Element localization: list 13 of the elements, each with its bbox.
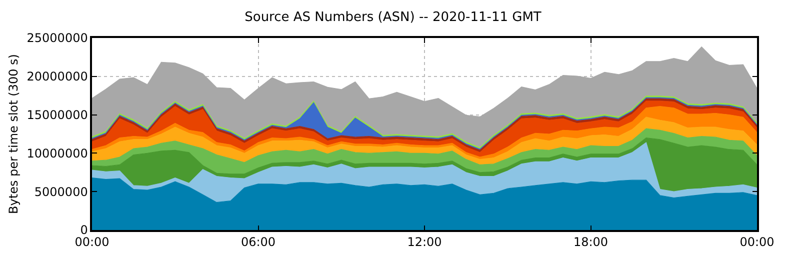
y-tick-label: 20000000 xyxy=(26,70,88,84)
y-tick-label: 10000000 xyxy=(26,146,88,160)
y-tick-label: 15000000 xyxy=(26,108,88,122)
y-tick-label: 0 xyxy=(80,223,88,238)
y-tick-label: 5000000 xyxy=(34,184,88,199)
x-tick-label: 06:00 xyxy=(240,235,276,250)
y-axis-title: Bytes per time slot (300 s) xyxy=(6,54,21,214)
chart-title: Source AS Numbers (ASN) -- 2020-11-11 GMT xyxy=(244,10,542,25)
y-tick-label: 25000000 xyxy=(26,31,88,46)
x-tick-label: 12:00 xyxy=(407,235,442,250)
x-tick-label: 00:00 xyxy=(74,235,110,250)
x-tick-label: 00:00 xyxy=(740,235,774,250)
x-tick-label: 18:00 xyxy=(573,235,608,250)
